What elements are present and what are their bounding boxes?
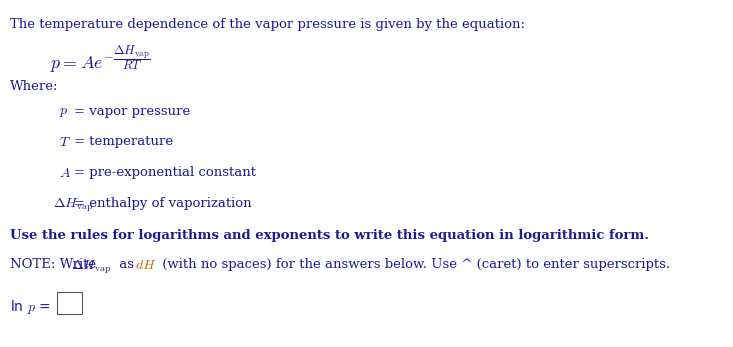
Text: ln $p$ =: ln $p$ = (10, 298, 51, 316)
Text: Where:: Where: (10, 80, 59, 93)
Text: = vapor pressure: = vapor pressure (74, 104, 191, 118)
Text: $p = Ae^{-\dfrac{\Delta H_{\mathrm{vap}}}{RT}}$: $p = Ae^{-\dfrac{\Delta H_{\mathrm{vap}}… (50, 43, 151, 76)
Text: $A$: $A$ (59, 166, 71, 180)
Text: = temperature: = temperature (74, 135, 173, 148)
Text: = enthalpy of vaporization: = enthalpy of vaporization (74, 197, 251, 210)
Text: Use the rules for logarithms and exponents to write this equation in logarithmic: Use the rules for logarithms and exponen… (10, 229, 649, 242)
Text: $\Delta H_{\mathrm{vap}}$: $\Delta H_{\mathrm{vap}}$ (53, 197, 93, 214)
Text: as: as (115, 258, 139, 271)
Text: (with no spaces) for the answers below. Use ^ (caret) to enter superscripts.: (with no spaces) for the answers below. … (158, 258, 671, 271)
Text: NOTE: Write: NOTE: Write (10, 258, 100, 271)
Text: $dH$: $dH$ (135, 258, 157, 272)
Text: $\Delta H_{\mathrm{vap}}$: $\Delta H_{\mathrm{vap}}$ (71, 258, 111, 276)
FancyBboxPatch shape (57, 292, 82, 314)
Text: $p$: $p$ (59, 104, 68, 119)
Text: $T$: $T$ (59, 135, 71, 149)
Text: The temperature dependence of the vapor pressure is given by the equation:: The temperature dependence of the vapor … (10, 18, 526, 31)
Text: = pre-exponential constant: = pre-exponential constant (74, 166, 256, 179)
